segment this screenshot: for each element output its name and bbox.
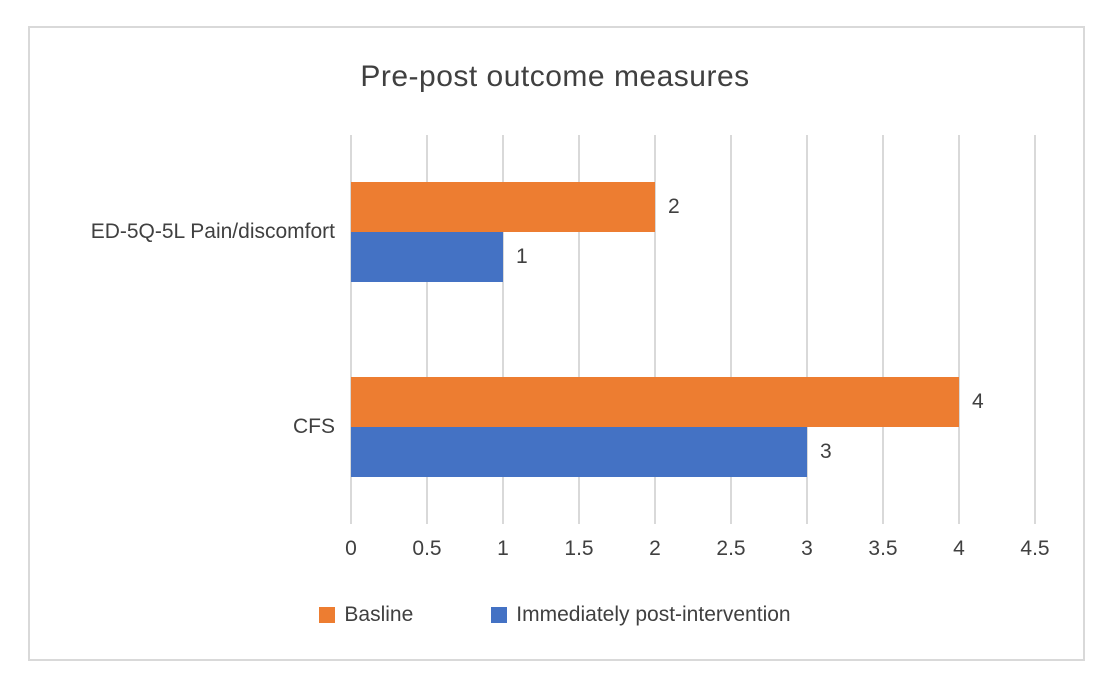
legend-label-post-intervention: Immediately post-intervention: [516, 603, 791, 626]
x-axis-tick-label: 3.5: [868, 537, 898, 560]
data-label-basline-ed-5q-5l-pain-discomfort: 2: [668, 195, 680, 219]
legend-label-basline: Basline: [344, 603, 414, 626]
bar-basline-cfs: [351, 376, 959, 427]
x-axis-tick-label: 2: [649, 537, 661, 560]
x-axis-tick-label: 0: [345, 537, 357, 560]
x-axis-tick-label: 3: [801, 537, 813, 560]
data-label-immediately-post-intervention-cfs: 3: [820, 439, 832, 463]
gridline: [502, 135, 504, 524]
data-label-immediately-post-intervention-ed-5q-5l-pain-discomfort: 1: [516, 245, 528, 269]
legend: Basline Immediately post-intervention: [0, 603, 1110, 627]
gridline: [578, 135, 580, 524]
gridline: [882, 135, 884, 524]
bar-basline-ed-5q-5l-pain-discomfort: [351, 182, 655, 233]
gridline: [806, 135, 808, 524]
bar-immediately-post-intervention-ed-5q-5l-pain-discomfort: [351, 232, 503, 283]
x-axis-tick-label: 4: [953, 537, 965, 560]
data-label-basline-cfs: 4: [972, 389, 984, 413]
x-axis-tick-label: 1: [497, 537, 509, 560]
gridline: [1034, 135, 1036, 524]
bar-immediately-post-intervention-cfs: [351, 426, 807, 477]
chart-title: Pre-post outcome measures: [360, 60, 750, 93]
legend-swatch-post-intervention: [491, 607, 508, 623]
category-label-ed-5q-5l-pain-discomfort: ED-5Q-5L Pain/discomfort: [90, 220, 335, 244]
legend-item-post-intervention: Immediately post-intervention: [491, 603, 791, 627]
x-axis-tick-label: 0.5: [412, 537, 442, 560]
x-axis-tick-label: 4.5: [1020, 537, 1050, 560]
gridline: [958, 135, 960, 524]
gridline: [426, 135, 428, 524]
category-label-cfs: CFS: [293, 414, 335, 438]
chart-border: [28, 26, 1085, 661]
x-axis-tick-label: 1.5: [564, 537, 594, 560]
legend-swatch-basline: [319, 607, 336, 623]
gridline: [350, 135, 352, 524]
legend-item-basline: Basline: [319, 603, 413, 627]
gridline: [654, 135, 656, 524]
gridline: [730, 135, 732, 524]
x-axis-tick-label: 2.5: [716, 537, 746, 560]
